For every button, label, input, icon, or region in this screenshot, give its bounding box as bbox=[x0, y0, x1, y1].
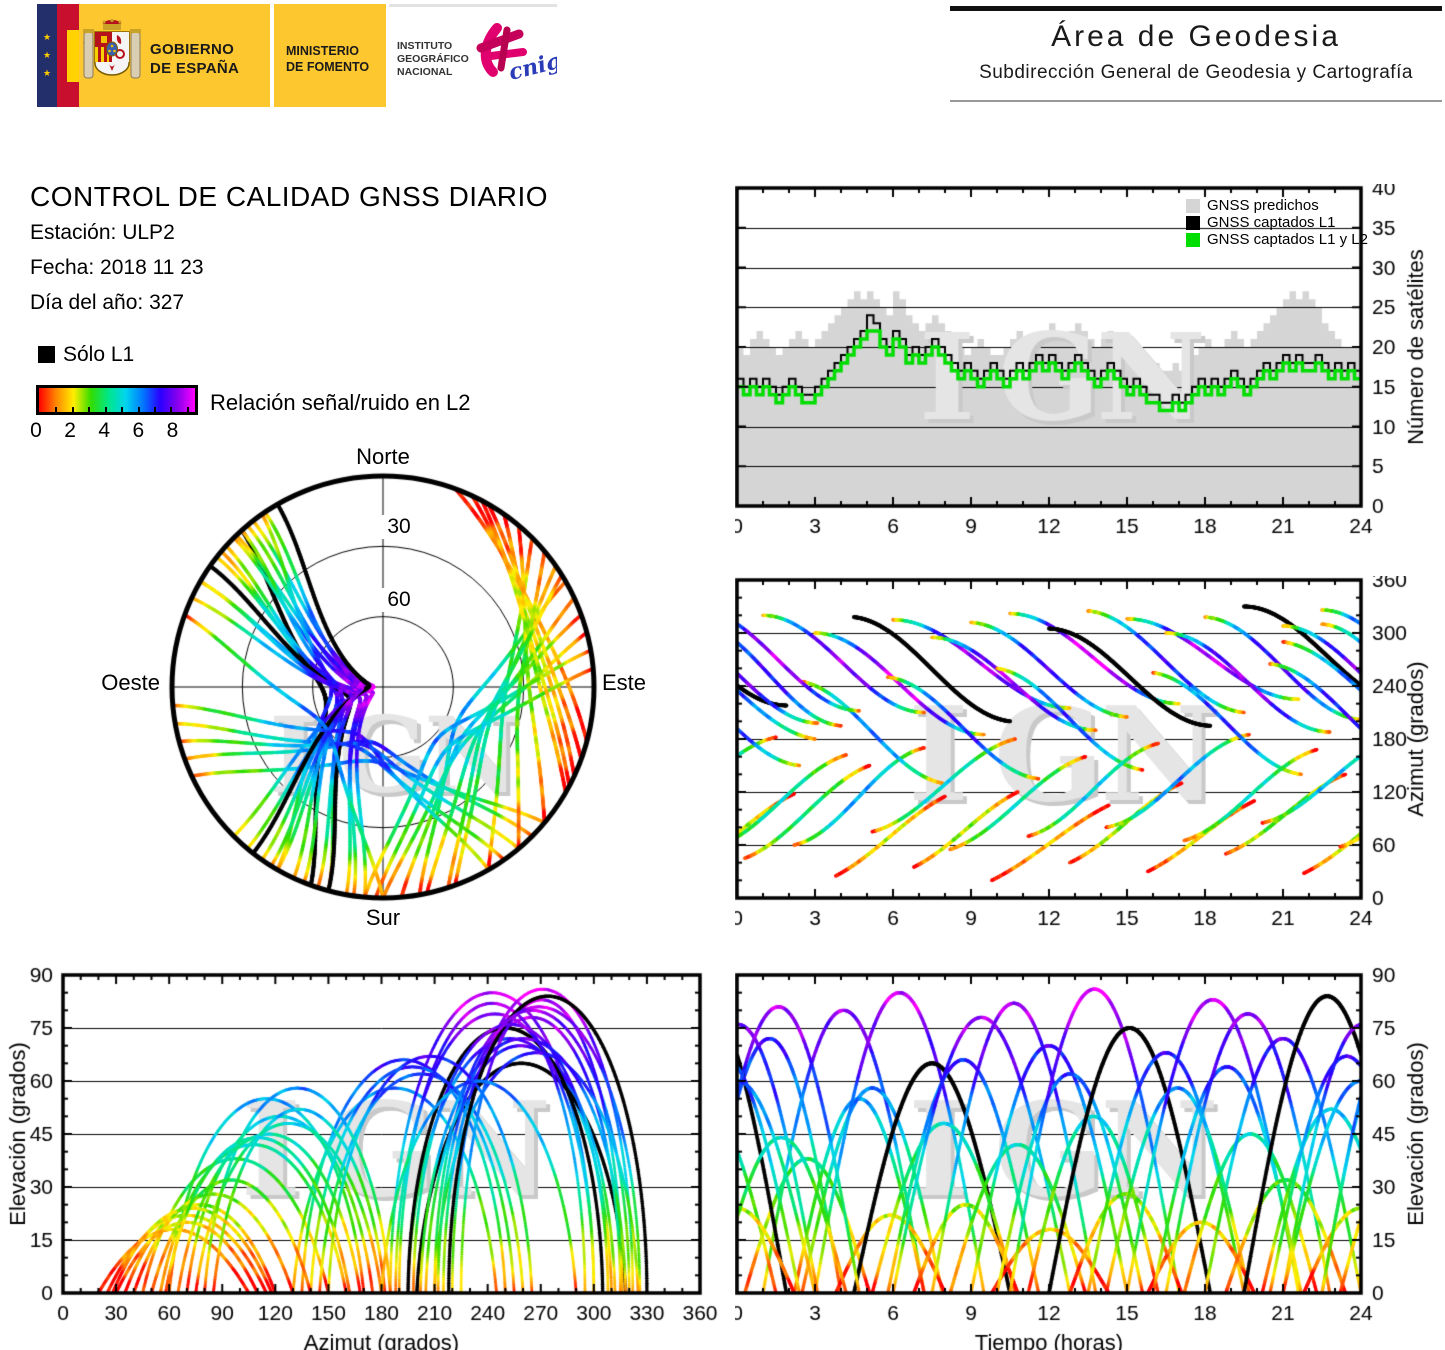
solo-l1-swatch bbox=[38, 346, 55, 363]
gobierno-logo-block: ★ ★ ★ bbox=[37, 4, 557, 107]
predichos-label: GNSS predichos bbox=[1207, 197, 1319, 214]
snr-colorbar-caption: Relación señal/ruido en L2 bbox=[210, 390, 471, 415]
captados-l1l2-swatch bbox=[1186, 232, 1200, 247]
skyplot-east-label: Este bbox=[602, 670, 647, 695]
snr-colorbar bbox=[36, 385, 198, 415]
satellite-count-chart bbox=[735, 184, 1445, 538]
page-title: CONTROL DE CALIDAD GNSS DIARIO bbox=[30, 181, 549, 212]
spain-coat-of-arms-icon bbox=[83, 18, 141, 79]
captados-l1-label: GNSS captados L1 bbox=[1207, 214, 1336, 231]
ministerio-yellow-panel bbox=[274, 4, 386, 107]
cnig-logo-icon: cnig bbox=[476, 23, 557, 86]
area-geodesia-header: Área de Geodesia Subdirección General de… bbox=[950, 0, 1442, 110]
instituto-label: INSTITUTO GEOGRÁFICO NACIONAL bbox=[397, 40, 469, 78]
legend-row-captados-l1l2: GNSS captados L1 y L2 bbox=[1186, 231, 1368, 248]
legend-row-predichos: GNSS predichos bbox=[1186, 197, 1368, 214]
date-label: Fecha: 2018 11 23 bbox=[30, 256, 204, 279]
eu-star-icon: ★ bbox=[42, 32, 52, 42]
ign-white-panel bbox=[389, 4, 557, 107]
header-rule-top bbox=[950, 6, 1442, 11]
eu-flag-strip: ★ ★ ★ bbox=[37, 4, 57, 107]
skyplot-ring60-label: 60 bbox=[377, 588, 421, 612]
legend-row-captados-l1: GNSS captados L1 bbox=[1186, 214, 1368, 231]
gobierno-label: GOBIERNO DE ESPAÑA bbox=[150, 41, 240, 77]
area-subtitle: Subdirección General de Geodesia y Carto… bbox=[979, 62, 1413, 83]
eu-star-icon: ★ bbox=[42, 50, 52, 60]
predichos-swatch bbox=[1186, 198, 1200, 213]
spain-flag-red-stripe bbox=[57, 4, 67, 107]
captados-l1l2-label: GNSS captados L1 y L2 bbox=[1207, 231, 1368, 248]
solo-l1-label: Sólo L1 bbox=[63, 343, 135, 366]
eu-star-icon: ★ bbox=[42, 68, 52, 78]
elevation-vs-azimuth-chart bbox=[2, 956, 720, 1350]
ministerio-label: MINISTERIO DE FOMENTO bbox=[286, 44, 370, 74]
header-rule-bottom bbox=[950, 100, 1442, 102]
skyplot-north-label: Norte bbox=[356, 444, 410, 469]
skyplot-west-label: Oeste bbox=[101, 670, 160, 695]
skyplot-ring30-label: 30 bbox=[377, 515, 421, 539]
azimuth-vs-time-chart bbox=[735, 576, 1445, 938]
area-title: Área de Geodesia bbox=[1051, 20, 1341, 53]
elevation-vs-time-chart bbox=[735, 956, 1445, 1350]
station-label: Estación: ULP2 bbox=[30, 221, 175, 244]
doy-label: Día del año: 327 bbox=[30, 291, 185, 314]
satellite-count-legend: GNSS predichos GNSS captados L1 GNSS cap… bbox=[1186, 197, 1368, 248]
skyplot-south-label: Sur bbox=[365, 905, 401, 930]
captados-l1-swatch bbox=[1186, 215, 1200, 230]
spain-flag-stripe bbox=[67, 4, 79, 107]
